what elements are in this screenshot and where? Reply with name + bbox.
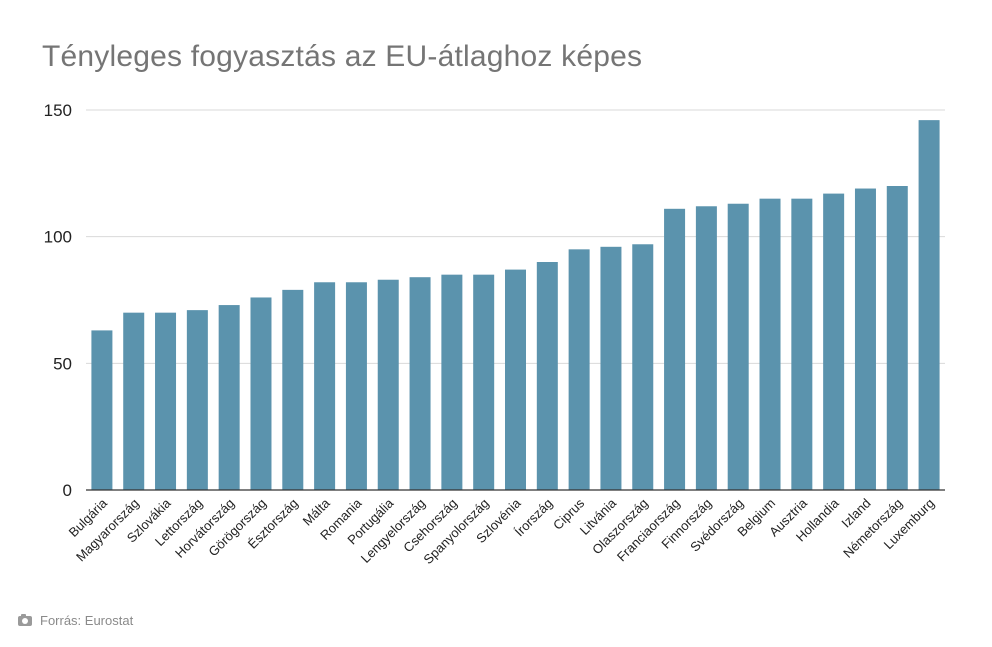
x-axis-tick-labels: BulgáriaMagyarországSzlovákiaLettországH… (66, 495, 938, 567)
camera-icon (18, 613, 32, 626)
y-tick-label: 100 (44, 228, 72, 247)
bar-7 (282, 289, 304, 490)
bar-13 (473, 274, 495, 490)
bar-21 (727, 203, 749, 490)
bar-8 (314, 282, 336, 490)
bar-23 (791, 198, 813, 490)
bar-5 (218, 305, 240, 490)
bar-3 (155, 312, 177, 490)
bar-22 (759, 198, 781, 490)
bar-19 (664, 208, 686, 491)
bar-14 (505, 269, 526, 490)
chart-title: Tényleges fogyasztás az EU-átlaghoz képe… (42, 40, 643, 73)
bar-9 (345, 282, 367, 490)
y-tick-label: 50 (53, 354, 72, 373)
bar-16 (568, 249, 590, 490)
bar-18 (632, 244, 654, 490)
bar-20 (695, 206, 717, 490)
bar-12 (441, 274, 463, 490)
bar-2 (123, 312, 145, 490)
y-tick-label: 150 (44, 101, 72, 120)
bar-27 (918, 120, 940, 490)
bar-chart: 0 50 100 150 BulgáriaMagyarországSzlovákiaL… (44, 101, 945, 567)
bar-15 (536, 262, 558, 490)
bar-17 (600, 246, 622, 490)
bar-11 (409, 277, 431, 490)
y-tick-label: 0 (63, 481, 72, 500)
y-axis-tick-labels: 0 50 100 150 (44, 101, 72, 500)
source-text: Forrás: Eurostat (40, 613, 134, 628)
bar-25 (854, 188, 876, 491)
source-credit: Forrás: Eurostat (18, 613, 133, 628)
bar-1 (91, 330, 113, 490)
bar-24 (823, 193, 845, 490)
bars (91, 120, 940, 491)
bar-4 (186, 310, 208, 490)
bar-6 (250, 297, 272, 490)
bar-10 (377, 279, 399, 490)
bar-26 (886, 186, 908, 490)
